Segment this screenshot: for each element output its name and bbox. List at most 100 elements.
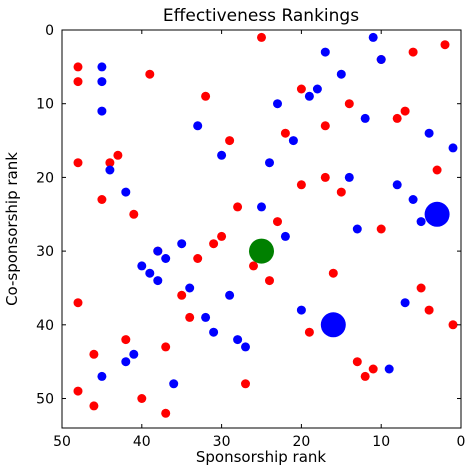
scatter-point (74, 298, 83, 307)
scatter-point (305, 328, 314, 337)
x-tick-label: 50 (53, 434, 71, 450)
scatter-point (169, 379, 178, 388)
y-tick-label: 30 (36, 244, 54, 260)
scatter-point (441, 40, 450, 49)
scatter-point (233, 335, 242, 344)
scatter-point (281, 232, 290, 241)
scatter-point (257, 33, 266, 42)
scatter-point (265, 158, 274, 167)
scatter-point (74, 158, 83, 167)
scatter-point (113, 151, 122, 160)
scatter-point (321, 173, 330, 182)
scatter-point (377, 55, 386, 64)
scatter-point (409, 48, 418, 57)
scatter-point (305, 92, 314, 101)
y-tick-label: 0 (45, 23, 54, 39)
scatter-point (337, 70, 346, 79)
scatter-point (225, 136, 234, 145)
scatter-point (449, 320, 458, 329)
y-tick-label: 10 (36, 97, 54, 113)
scatter-point (313, 85, 322, 94)
scatter-point (193, 254, 202, 263)
scatter-point (97, 107, 106, 116)
scatter-point (361, 372, 370, 381)
scatter-point (193, 121, 202, 130)
scatter-point (74, 387, 83, 396)
scatter-point (129, 350, 138, 359)
scatter-point (385, 365, 394, 374)
scatter-point (249, 239, 274, 264)
y-axis-label: Co-sponsorship rank (3, 152, 21, 306)
scatter-point (281, 129, 290, 138)
scatter-point (353, 225, 362, 234)
scatter-point (129, 210, 138, 219)
scatter-point (137, 394, 146, 403)
plot-marks (74, 33, 458, 418)
scatter-point (273, 99, 282, 108)
scatter-point (145, 269, 154, 278)
scatter-point (121, 357, 130, 366)
scatter-point (337, 188, 346, 197)
scatter-point (321, 121, 330, 130)
scatter-point (297, 180, 306, 189)
scatter-point (369, 33, 378, 42)
scatter-point (121, 188, 130, 197)
scatter-point (97, 62, 106, 71)
scatter-point (393, 114, 402, 123)
x-tick-label: 40 (133, 434, 151, 450)
scatter-point (361, 114, 370, 123)
scatter-point (217, 232, 226, 241)
scatter-point (297, 85, 306, 94)
scatter-point (74, 62, 83, 71)
scatter-point (177, 291, 186, 300)
scatter-point (449, 143, 458, 152)
scatter-point (425, 129, 434, 138)
scatter-point (185, 313, 194, 322)
scatter-point (257, 202, 266, 211)
scatter-point (201, 92, 210, 101)
scatter-point (345, 173, 354, 182)
scatter-point (201, 313, 210, 322)
scatter-point (273, 217, 282, 226)
chart-title: Effectiveness Rankings (163, 6, 359, 26)
scatter-point (225, 291, 234, 300)
scatter-point (289, 136, 298, 145)
scatter-point (353, 357, 362, 366)
plot-frame (62, 30, 461, 428)
scatter-point (401, 107, 410, 116)
scatter-point (329, 269, 338, 278)
scatter-point (233, 202, 242, 211)
scatter-point (409, 195, 418, 204)
scatter-point (241, 342, 250, 351)
y-tick-label: 20 (36, 170, 54, 186)
scatter-point (377, 225, 386, 234)
scatter-point (74, 77, 83, 86)
scatter-point (97, 195, 106, 204)
scatter-point (177, 239, 186, 248)
scatter-point (393, 180, 402, 189)
y-tick-label: 40 (36, 318, 54, 334)
scatter-point (153, 247, 162, 256)
scatter-point (161, 254, 170, 263)
scatter-point (161, 342, 170, 351)
scatter-point (265, 276, 274, 285)
scatter-point (321, 48, 330, 57)
scatter-point (345, 99, 354, 108)
scatter-point (209, 328, 218, 337)
scatter-point (97, 77, 106, 86)
scatter-point (417, 217, 426, 226)
scatter-point (417, 284, 426, 293)
x-axis-label: Sponsorship rank (196, 448, 327, 466)
scatter-point (153, 276, 162, 285)
scatter-point (433, 166, 442, 175)
x-tick-label: 10 (372, 434, 390, 450)
y-tick-label: 50 (36, 392, 54, 408)
scatter-point (297, 306, 306, 315)
scatter-point (321, 312, 346, 337)
scatter-point (401, 298, 410, 307)
scatter-point (425, 202, 450, 227)
scatter-point (121, 335, 130, 344)
scatter-point (89, 401, 98, 410)
scatter-point (185, 284, 194, 293)
